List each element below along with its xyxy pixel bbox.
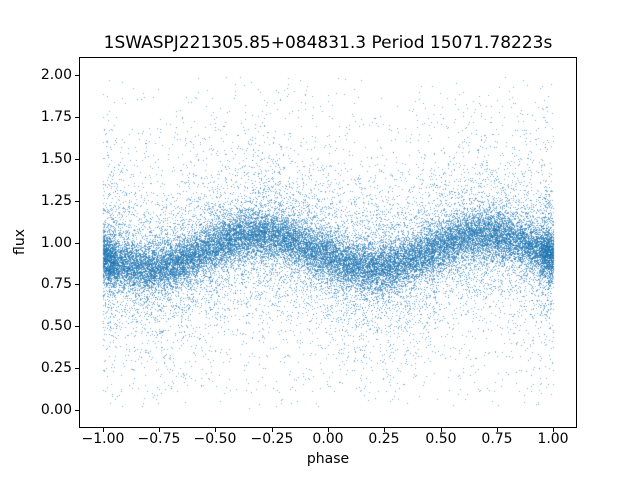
x-tick-label: 1.00 (537, 431, 569, 447)
y-tick-label: 1.00 (40, 235, 72, 251)
y-tick-label: 1.75 (40, 109, 72, 125)
x-tick-label: −0.75 (137, 431, 181, 447)
x-tick-label: −0.50 (193, 431, 237, 447)
y-tick-label: 0.50 (40, 318, 72, 334)
scatter-canvas (80, 58, 576, 427)
y-tick-mark (75, 410, 79, 411)
y-tick-label: 0.25 (40, 360, 72, 376)
x-axis-label: phase (306, 451, 350, 467)
y-tick-mark (75, 117, 79, 118)
y-tick-label: 0.00 (40, 402, 72, 418)
x-tick-mark (328, 428, 329, 432)
y-tick-mark (75, 75, 79, 76)
x-tick-mark (553, 428, 554, 432)
axes-frame (79, 57, 577, 428)
x-tick-mark (103, 428, 104, 432)
x-tick-mark (159, 428, 160, 432)
x-tick-mark (215, 428, 216, 432)
x-tick-label: 0.00 (312, 431, 344, 447)
plot-title: 1SWASPJ221305.85+084831.3 Period 15071.7… (103, 33, 553, 53)
y-tick-mark (75, 201, 79, 202)
y-axis-label: flux (12, 229, 28, 255)
y-tick-mark (75, 243, 79, 244)
y-tick-label: 0.75 (40, 276, 72, 292)
x-tick-label: 0.50 (425, 431, 457, 447)
y-tick-mark (75, 159, 79, 160)
y-tick-label: 1.25 (40, 193, 72, 209)
y-tick-mark (75, 368, 79, 369)
x-tick-label: −0.25 (250, 431, 294, 447)
y-tick-mark (75, 326, 79, 327)
x-tick-mark (497, 428, 498, 432)
y-tick-label: 1.50 (40, 151, 72, 167)
x-tick-mark (384, 428, 385, 432)
x-tick-label: 0.75 (481, 431, 513, 447)
x-tick-mark (272, 428, 273, 432)
x-tick-label: 0.25 (368, 431, 400, 447)
y-tick-label: 2.00 (40, 67, 72, 83)
y-tick-mark (75, 284, 79, 285)
x-tick-mark (441, 428, 442, 432)
x-tick-label: −1.00 (81, 431, 125, 447)
